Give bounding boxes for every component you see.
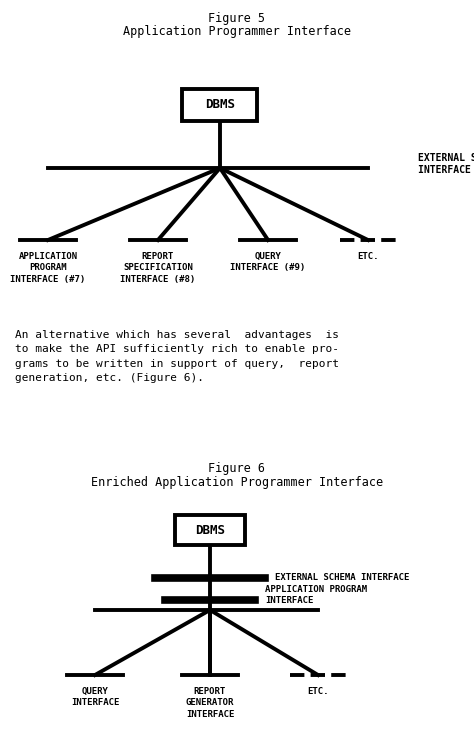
Bar — [175, 515, 245, 545]
Text: REPORT
SPECIFICATION
INTERFACE (#8): REPORT SPECIFICATION INTERFACE (#8) — [120, 252, 196, 284]
Text: EXTERNAL SCHEMA INTERFACE: EXTERNAL SCHEMA INTERFACE — [275, 574, 410, 583]
Text: ETC.: ETC. — [307, 687, 329, 696]
Text: Figure 5: Figure 5 — [209, 12, 265, 25]
Text: REPORT
GENERATOR
INTERFACE: REPORT GENERATOR INTERFACE — [186, 687, 234, 719]
Text: APPLICATION
PROGRAM
INTERFACE (#7): APPLICATION PROGRAM INTERFACE (#7) — [10, 252, 86, 284]
Text: Figure 6: Figure 6 — [209, 462, 265, 475]
Text: ETC.: ETC. — [357, 252, 379, 261]
Bar — [182, 89, 257, 121]
Text: Enriched Application Programmer Interface: Enriched Application Programmer Interfac… — [91, 476, 383, 489]
Text: An alternative which has several  advantages  is
to make the API sufficiently ri: An alternative which has several advanta… — [15, 330, 339, 383]
Text: QUERY
INTERFACE: QUERY INTERFACE — [71, 687, 119, 707]
Text: QUERY
INTERFACE (#9): QUERY INTERFACE (#9) — [230, 252, 306, 272]
Text: Application Programmer Interface: Application Programmer Interface — [123, 25, 351, 38]
Text: DBMS: DBMS — [195, 524, 225, 536]
Text: EXTERNAL SCHEMA
INTERFACE (#6): EXTERNAL SCHEMA INTERFACE (#6) — [418, 153, 474, 176]
Text: APPLICATION PROGRAM
INTERFACE: APPLICATION PROGRAM INTERFACE — [265, 585, 367, 605]
Text: DBMS: DBMS — [205, 98, 235, 112]
